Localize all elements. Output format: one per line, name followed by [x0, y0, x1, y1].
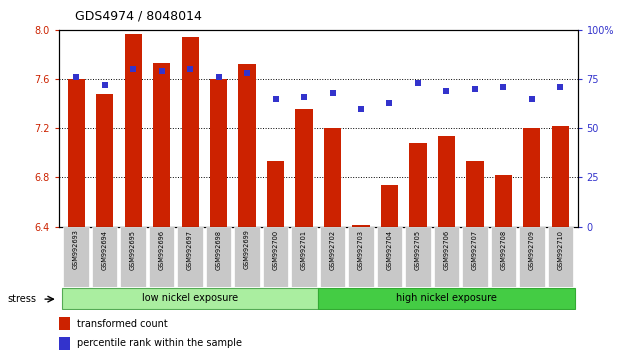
Point [384, 100, 394, 105]
Point [356, 106, 366, 112]
Text: transformed count: transformed count [77, 319, 168, 329]
Point [327, 90, 337, 96]
Bar [462, 227, 487, 287]
Point [499, 84, 509, 90]
Point [156, 69, 166, 74]
Bar [206, 227, 232, 287]
Bar [296, 109, 312, 227]
Bar [381, 185, 398, 227]
Point [128, 67, 138, 72]
Bar [63, 227, 89, 287]
Bar [125, 34, 142, 227]
Bar [405, 227, 431, 287]
Bar [149, 227, 175, 287]
Bar [210, 79, 227, 227]
Text: GSM992698: GSM992698 [215, 230, 222, 269]
Text: GSM992703: GSM992703 [358, 230, 364, 269]
Bar [62, 288, 318, 309]
Point [214, 74, 224, 80]
Bar [495, 175, 512, 227]
Text: GSM992706: GSM992706 [443, 230, 450, 270]
Text: high nickel exposure: high nickel exposure [396, 293, 497, 303]
Point [99, 82, 109, 88]
Text: GSM992704: GSM992704 [386, 230, 392, 270]
Bar [181, 38, 199, 227]
Bar [234, 227, 260, 287]
Text: GSM992702: GSM992702 [330, 230, 335, 270]
Text: GSM992709: GSM992709 [529, 230, 535, 269]
Bar [348, 227, 374, 287]
Bar [519, 227, 545, 287]
Text: stress: stress [7, 294, 37, 304]
Bar [238, 64, 256, 227]
Bar [552, 126, 569, 227]
Bar [466, 161, 484, 227]
Bar [548, 227, 573, 287]
Text: low nickel exposure: low nickel exposure [142, 293, 238, 303]
Bar [96, 94, 113, 227]
Bar [324, 128, 341, 227]
Bar [153, 63, 170, 227]
Text: GSM992696: GSM992696 [158, 230, 165, 269]
Bar [377, 227, 402, 287]
Text: GSM992695: GSM992695 [130, 230, 136, 269]
Point [413, 80, 423, 86]
Text: GSM992710: GSM992710 [558, 230, 563, 269]
Bar [68, 79, 84, 227]
Bar [409, 143, 427, 227]
Text: GSM992707: GSM992707 [472, 230, 478, 270]
Point [185, 67, 195, 72]
Text: GSM992699: GSM992699 [244, 230, 250, 269]
Text: GSM992705: GSM992705 [415, 230, 421, 270]
Bar [120, 227, 146, 287]
Point [442, 88, 451, 94]
Bar [318, 288, 574, 309]
Bar [59, 337, 70, 350]
Bar [267, 161, 284, 227]
Bar [263, 227, 288, 287]
Bar [320, 227, 345, 287]
Text: GSM992697: GSM992697 [187, 230, 193, 269]
Bar [177, 227, 203, 287]
Point [71, 74, 81, 80]
Text: GSM992700: GSM992700 [273, 230, 279, 270]
Text: percentile rank within the sample: percentile rank within the sample [77, 338, 242, 348]
Point [470, 86, 480, 92]
Text: GSM992693: GSM992693 [73, 230, 79, 269]
Point [527, 96, 537, 102]
Text: GDS4974 / 8048014: GDS4974 / 8048014 [75, 10, 201, 22]
Bar [433, 227, 460, 287]
Text: GSM992708: GSM992708 [501, 230, 507, 270]
Bar [524, 128, 540, 227]
Point [299, 94, 309, 100]
Point [271, 96, 281, 102]
Bar [353, 225, 369, 227]
Point [555, 84, 565, 90]
Bar [291, 227, 317, 287]
Text: GSM992694: GSM992694 [102, 230, 107, 269]
Point [242, 70, 252, 76]
Bar [491, 227, 516, 287]
Bar [59, 318, 70, 330]
Bar [438, 136, 455, 227]
Text: GSM992701: GSM992701 [301, 230, 307, 269]
Bar [92, 227, 117, 287]
